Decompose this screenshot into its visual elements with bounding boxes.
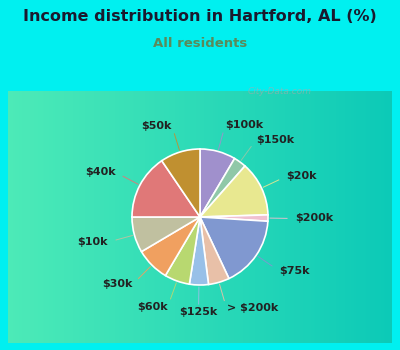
Wedge shape <box>200 159 245 217</box>
Text: $30k: $30k <box>102 279 133 289</box>
Wedge shape <box>200 166 268 217</box>
Text: $200k: $200k <box>295 214 333 224</box>
Wedge shape <box>165 217 200 284</box>
Wedge shape <box>162 149 200 217</box>
Text: $150k: $150k <box>256 135 294 145</box>
Wedge shape <box>200 215 268 221</box>
Wedge shape <box>132 217 200 252</box>
Text: $10k: $10k <box>78 237 108 247</box>
Text: All residents: All residents <box>153 37 247 50</box>
Text: $50k: $50k <box>142 121 172 131</box>
Text: City-Data.com: City-Data.com <box>248 88 312 97</box>
Text: $40k: $40k <box>85 167 116 177</box>
Wedge shape <box>200 149 235 217</box>
Text: $125k: $125k <box>179 307 218 317</box>
Text: Income distribution in Hartford, AL (%): Income distribution in Hartford, AL (%) <box>23 9 377 24</box>
Wedge shape <box>189 217 208 285</box>
Wedge shape <box>200 217 268 279</box>
Wedge shape <box>142 217 200 275</box>
Wedge shape <box>132 161 200 217</box>
Wedge shape <box>200 217 229 285</box>
Text: $100k: $100k <box>225 120 263 130</box>
Text: $75k: $75k <box>279 266 309 275</box>
Text: $60k: $60k <box>137 302 168 312</box>
Text: $20k: $20k <box>286 172 317 181</box>
Text: > $200k: > $200k <box>226 303 278 313</box>
